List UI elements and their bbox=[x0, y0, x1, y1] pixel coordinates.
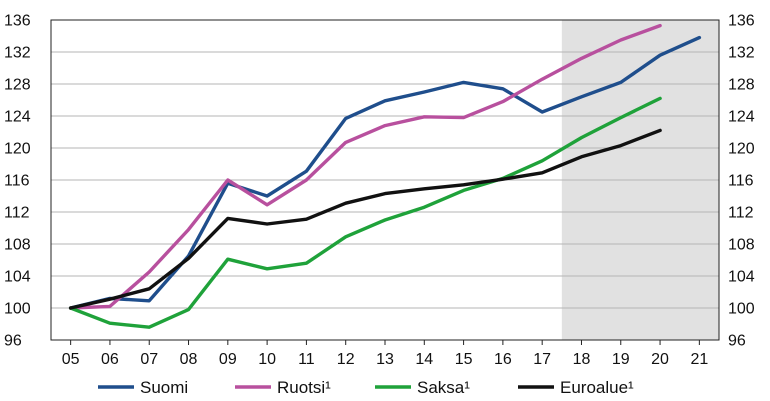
x-tick-label: 12 bbox=[337, 351, 355, 368]
y-tick-label-right: 136 bbox=[728, 13, 755, 30]
x-tick-label: 11 bbox=[298, 351, 315, 368]
y-tick-label-right: 96 bbox=[728, 333, 746, 350]
legend-label: Suomi bbox=[140, 378, 188, 397]
y-tick-label-left: 124 bbox=[4, 109, 31, 126]
y-tick-label-left: 96 bbox=[4, 333, 22, 350]
x-tick-label: 14 bbox=[415, 351, 433, 368]
y-tick-label-left: 116 bbox=[4, 173, 30, 190]
x-tick-label: 05 bbox=[62, 351, 80, 368]
y-tick-label-right: 120 bbox=[728, 141, 755, 158]
x-tick-label: 07 bbox=[140, 351, 158, 368]
x-tick-label: 20 bbox=[651, 351, 669, 368]
x-tick-label: 15 bbox=[455, 351, 473, 368]
x-tick-label: 06 bbox=[101, 351, 119, 368]
y-tick-label-left: 112 bbox=[4, 205, 30, 222]
y-tick-label-left: 132 bbox=[4, 45, 31, 62]
x-tick-label: 18 bbox=[573, 351, 591, 368]
x-tick-label: 19 bbox=[612, 351, 630, 368]
y-tick-label-right: 132 bbox=[728, 45, 755, 62]
legend-label: Ruotsi¹ bbox=[277, 378, 331, 397]
x-tick-label: 09 bbox=[219, 351, 237, 368]
y-tick-label-right: 108 bbox=[728, 237, 755, 254]
series-line bbox=[68, 23, 662, 310]
series-line bbox=[68, 35, 702, 310]
y-tick-label-right: 100 bbox=[728, 301, 755, 318]
x-tick-label: 13 bbox=[376, 351, 394, 368]
legend-label: Saksa¹ bbox=[417, 378, 470, 397]
chart-legend: Suomi Ruotsi¹ Saksa¹ Euroalue¹ bbox=[98, 378, 634, 397]
legend-label: Euroalue¹ bbox=[560, 378, 634, 397]
series-line bbox=[68, 128, 662, 310]
y-tick-label-right: 104 bbox=[728, 269, 755, 286]
series-line bbox=[68, 96, 662, 329]
y-tick-label-right: 128 bbox=[728, 77, 755, 94]
chart-series bbox=[68, 23, 702, 329]
y-tick-label-left: 108 bbox=[4, 237, 31, 254]
x-tick-label: 16 bbox=[494, 351, 512, 368]
y-tick-label-left: 136 bbox=[4, 13, 31, 30]
x-tick-label: 10 bbox=[258, 351, 276, 368]
x-tick-label: 08 bbox=[180, 351, 198, 368]
y-tick-label-left: 104 bbox=[4, 269, 31, 286]
y-tick-label-left: 100 bbox=[4, 301, 31, 318]
y-tick-label-left: 120 bbox=[4, 141, 31, 158]
y-tick-label-right: 116 bbox=[728, 173, 754, 190]
x-tick-label: 17 bbox=[533, 351, 551, 368]
y-tick-label-right: 124 bbox=[728, 109, 755, 126]
y-tick-label-right: 112 bbox=[728, 205, 754, 222]
x-tick-label: 21 bbox=[690, 351, 708, 368]
y-tick-label-left: 128 bbox=[4, 77, 31, 94]
